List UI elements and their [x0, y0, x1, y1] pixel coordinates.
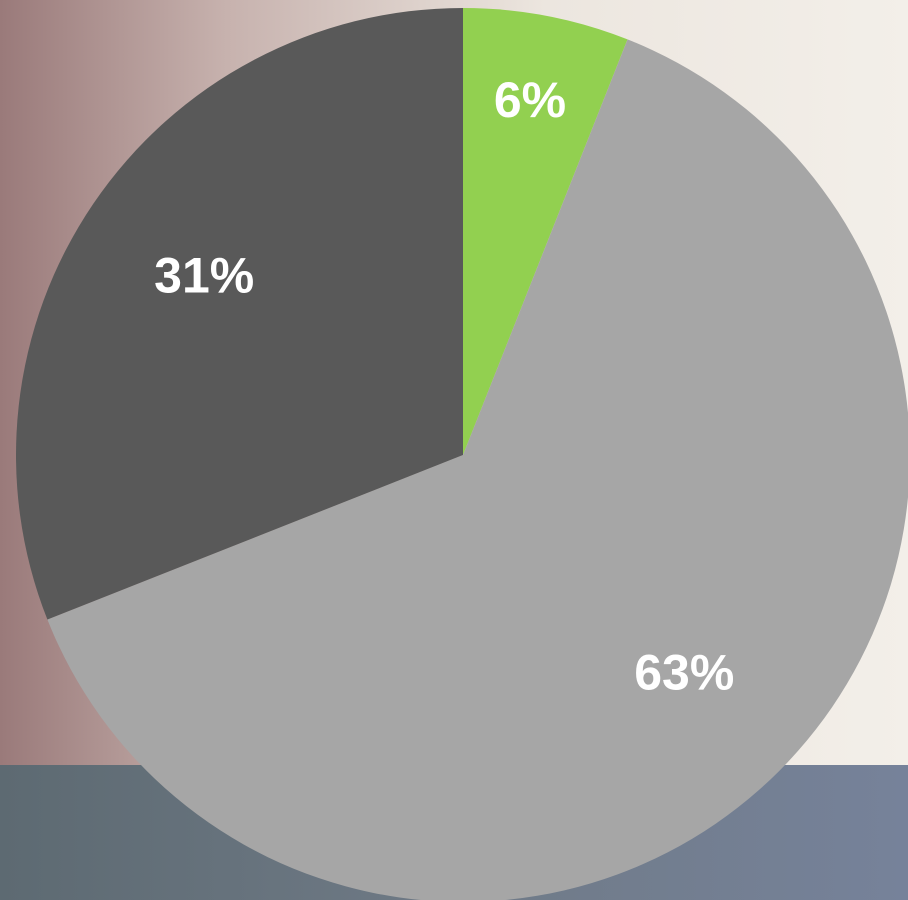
pie: 6% 63% 31%	[16, 8, 908, 900]
data-label: 31%	[154, 247, 254, 303]
data-label: 63%	[634, 644, 734, 700]
data-label: 6%	[494, 72, 566, 128]
page: 6%63%31% (() => { const data = JSON.pars…	[0, 0, 908, 900]
chart: 6% 63% 31%	[0, 0, 908, 900]
